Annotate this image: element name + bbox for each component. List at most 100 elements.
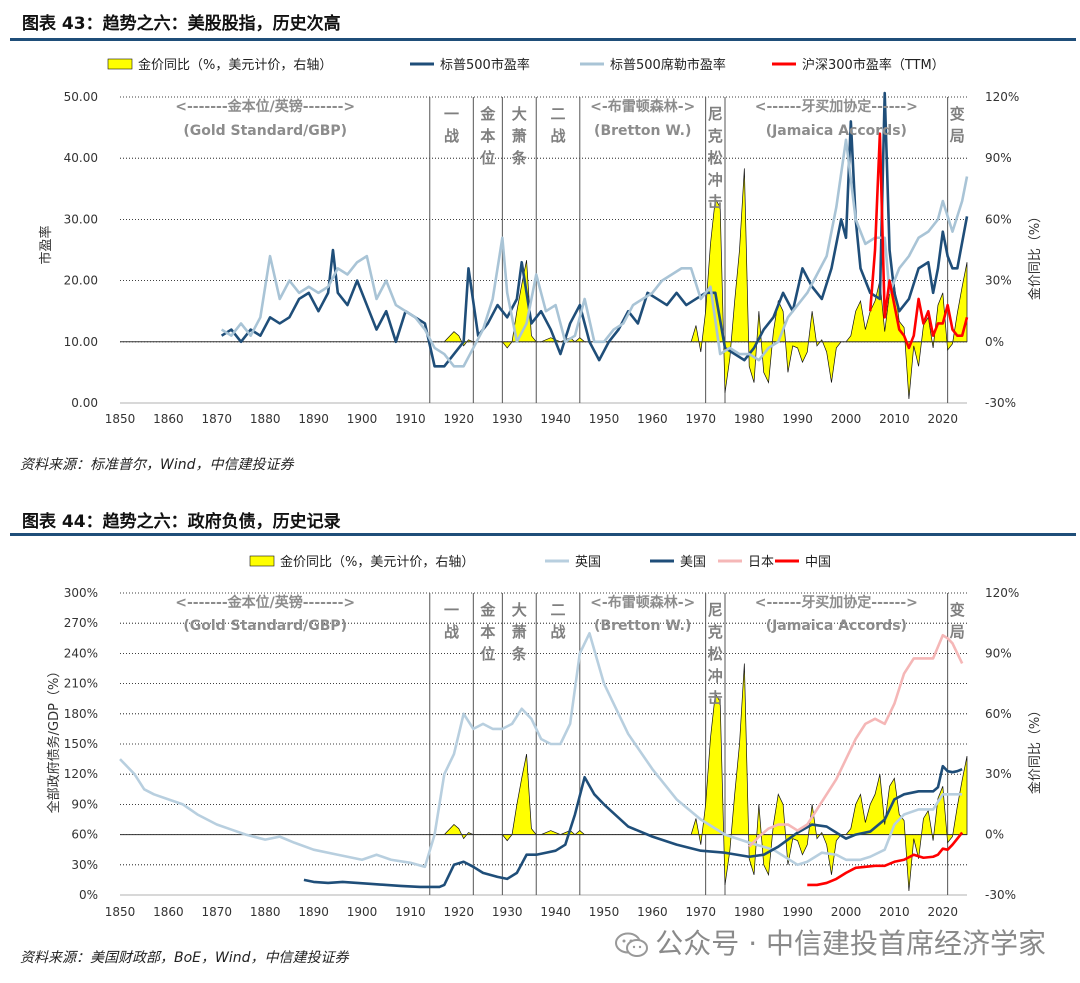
x-tick-label: 1880 — [250, 412, 281, 426]
x-tick-label: 2010 — [879, 905, 910, 919]
x-tick-label: 1970 — [686, 412, 717, 426]
regime-label: <-------金本位/英镑-------> — [175, 594, 355, 611]
regime-sublabel: (Jamaica Accords) — [766, 618, 907, 634]
series-line-沪深300市盈率（TTM） — [868, 132, 969, 350]
series-line-英国 — [119, 631, 963, 869]
x-tick-label: 1950 — [589, 412, 620, 426]
series-line-标普500市盈率 — [220, 91, 969, 368]
x-tick-label: 2010 — [879, 412, 910, 426]
x-tick-label: 1980 — [734, 412, 765, 426]
regime-label: <------牙买加协定------> — [755, 594, 918, 611]
regime-label-char: 条 — [511, 149, 528, 167]
y-tick-label: 270% — [64, 616, 98, 630]
y-tick-label: 150% — [64, 737, 98, 751]
y-tick-label: 0.00 — [71, 396, 98, 410]
series-line-美国 — [303, 764, 963, 889]
government-debt-chart: 0% 30% 60% 90% 120% 150% 180% 210% 240% 270% 300% -… — [46, 554, 1043, 919]
regime-label-char: 位 — [480, 149, 495, 167]
x-tick-label: 2020 — [928, 412, 959, 426]
x-tick-label: 1960 — [637, 412, 668, 426]
legend-label: 金价同比（%，美元计价，右轴） — [280, 554, 474, 570]
regime-label: <-------金本位/英镑-------> — [175, 98, 355, 115]
legend-label: 沪深300市盈率（TTM） — [802, 57, 945, 73]
figure-source: 资料来源：美国财政部，BoE，Wind，中信建投证券 — [20, 950, 349, 966]
regime-sublabel: (Gold Standard/GBP) — [183, 123, 347, 139]
y2-tick-label: -30% — [985, 888, 1016, 902]
y-tick-label: 300% — [64, 586, 98, 600]
regime-label-char: 变 — [950, 601, 965, 619]
y-tick-label: 20.00 — [64, 274, 98, 288]
y-tick-label: 60% — [71, 828, 98, 842]
regime-label-char: 尼 — [708, 105, 723, 123]
x-tick-label: 1880 — [250, 905, 281, 919]
regime-sublabel: (Bretton W.) — [594, 618, 691, 634]
title-rule — [10, 533, 1076, 536]
title-rule — [10, 38, 1076, 41]
regime-label-char: 二 — [551, 105, 566, 123]
regime-label-char: 变 — [950, 105, 965, 123]
regime-label-char: 萧 — [512, 127, 527, 145]
regime-label-char: 金 — [479, 105, 496, 123]
y-axis-title: 全部政府债务/GDP（%） — [46, 665, 62, 814]
y2-tick-label: 30% — [985, 767, 1012, 781]
x-tick-label: 1930 — [492, 412, 523, 426]
y-tick-label: 50.00 — [64, 90, 98, 104]
x-tick-label: 2020 — [928, 905, 959, 919]
wechat-icon — [615, 932, 649, 957]
watermark-text: 公众号 · 中信建投首席经济学家 — [655, 927, 1046, 960]
figure-source: 资料来源：标准普尔，Wind，中信建投证券 — [20, 457, 294, 473]
regime-label-char: 战 — [551, 623, 566, 641]
regime-label-char: 一 — [444, 601, 459, 619]
x-tick-label: 1940 — [540, 412, 571, 426]
y-axis-title: 市盈率 — [38, 225, 54, 264]
y2-tick-label: 60% — [985, 707, 1012, 721]
regime-label-char: 克 — [708, 623, 723, 641]
x-tick-label: 1980 — [734, 905, 765, 919]
y2-tick-label: 120% — [985, 586, 1019, 600]
y2-tick-label: 0% — [985, 828, 1004, 842]
regime-label-char: 本 — [480, 623, 495, 641]
y2-tick-label: 0% — [985, 335, 1004, 349]
x-tick-label: 1860 — [153, 905, 184, 919]
y2-tick-label: 30% — [985, 274, 1012, 288]
series-line-中国 — [807, 831, 964, 887]
y-tick-label: 40.00 — [64, 151, 98, 165]
series-line-标普500席勒市盈率 — [220, 138, 969, 368]
x-tick-label: 1990 — [782, 905, 813, 919]
y-tick-label: 120% — [64, 767, 98, 781]
regime-label-char: 尼 — [708, 601, 723, 619]
regime-label-char: 战 — [551, 127, 566, 145]
regime-label-char: 局 — [949, 127, 965, 145]
regime-label-char: 击 — [708, 689, 723, 707]
regime-label: <-布雷顿森林-> — [590, 98, 695, 115]
figure-pe: 图表 43：趋势之六：美股股指，历史次高 0.00 10.00 20.00 30.00… — [0, 0, 1080, 490]
x-tick-label: 1930 — [492, 905, 523, 919]
gold-yoy-area — [429, 168, 968, 399]
legend-swatch — [249, 555, 275, 567]
figure-debt: 图表 44：趋势之六：政府负债，历史记录 0% 30% 60% 90% 120% 150%… — [0, 495, 1080, 983]
x-tick-label: 1990 — [782, 412, 813, 426]
x-tick-label: 1870 — [202, 905, 233, 919]
regime-label-char: 大 — [512, 601, 527, 619]
y2-axis-title: 金价同比（%） — [1027, 210, 1043, 300]
watermark: 公众号 · 中信建投首席经济学家 — [615, 922, 1046, 962]
regime-label-char: 冲 — [708, 667, 723, 685]
y2-axis-title: 金价同比（%） — [1027, 704, 1043, 794]
x-tick-label: 2000 — [831, 905, 862, 919]
x-tick-label: 1850 — [105, 412, 136, 426]
regime-label-char: 击 — [708, 193, 723, 211]
x-tick-label: 1910 — [395, 412, 426, 426]
legend-label: 金价同比（%，美元计价，右轴） — [138, 57, 332, 73]
legend-label: 标普500市盈率 — [440, 57, 530, 73]
regime-label-char: 冲 — [708, 171, 723, 189]
x-tick-label: 1870 — [202, 412, 233, 426]
legend-swatch — [107, 58, 133, 70]
y2-tick-label: 120% — [985, 90, 1019, 104]
regime-sublabel: (Bretton W.) — [594, 123, 691, 139]
x-tick-label: 1920 — [444, 905, 475, 919]
y-tick-label: 30.00 — [64, 212, 98, 226]
x-tick-label: 1960 — [637, 905, 668, 919]
x-tick-label: 1900 — [347, 905, 378, 919]
regime-label-char: 萧 — [512, 623, 527, 641]
x-tick-label: 1910 — [395, 905, 426, 919]
